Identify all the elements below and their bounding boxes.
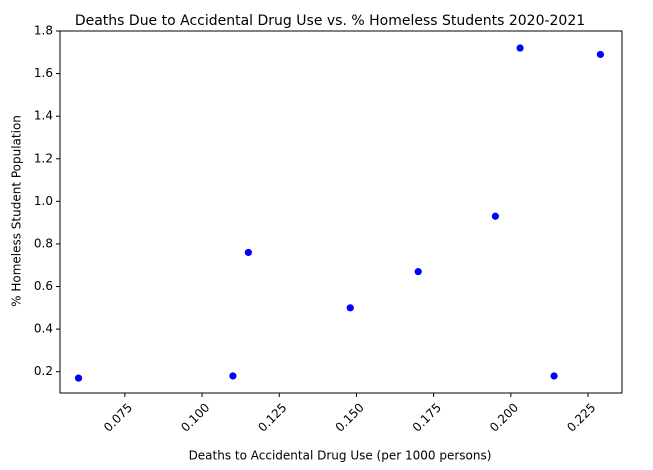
- x-tick-label: 0.225: [564, 400, 598, 434]
- data-point: [74, 374, 83, 382]
- y-tick-label: 0.2: [34, 364, 53, 378]
- x-tick-label: 0.175: [410, 400, 444, 434]
- x-tick-label: 0.150: [333, 400, 367, 434]
- y-axis-label: % Homeless Student Population: [10, 115, 24, 307]
- data-point: [414, 268, 422, 276]
- data-point: [244, 248, 252, 257]
- x-tick-label: 0.075: [101, 400, 135, 434]
- x-axis: 0.075 0.100 0.125 0.150 0.175 0.200 0.225: [101, 393, 598, 435]
- y-axis: 0.2 0.4 0.6 0.8 1.0 1.2 1.4 1.6 1.8: [34, 24, 60, 378]
- data-points: [74, 44, 604, 382]
- data-point: [550, 372, 558, 380]
- y-tick-label: 0.4: [34, 322, 53, 336]
- plot-area: [59, 30, 623, 394]
- y-tick-label: 1.4: [34, 109, 53, 123]
- x-tick-label: 0.100: [178, 400, 212, 434]
- x-tick-label: 0.200: [487, 400, 521, 434]
- data-point: [491, 212, 499, 220]
- y-tick-label: 1.0: [34, 194, 53, 208]
- data-point: [596, 50, 604, 59]
- y-tick-label: 0.6: [34, 279, 53, 293]
- x-axis-label: Deaths to Accidental Drug Use (per 1000 …: [189, 449, 492, 463]
- chart-title: Deaths Due to Accidental Drug Use vs. % …: [75, 13, 585, 29]
- plot-frame: [59, 30, 623, 394]
- y-tick-label: 1.2: [34, 151, 53, 165]
- data-point: [516, 44, 524, 52]
- y-tick-label: 0.8: [34, 236, 53, 250]
- y-tick-label: 1.6: [34, 66, 53, 80]
- data-point: [346, 304, 354, 312]
- data-point: [229, 372, 237, 380]
- y-tick-label: 1.8: [34, 24, 53, 38]
- x-tick-label: 0.125: [255, 400, 289, 434]
